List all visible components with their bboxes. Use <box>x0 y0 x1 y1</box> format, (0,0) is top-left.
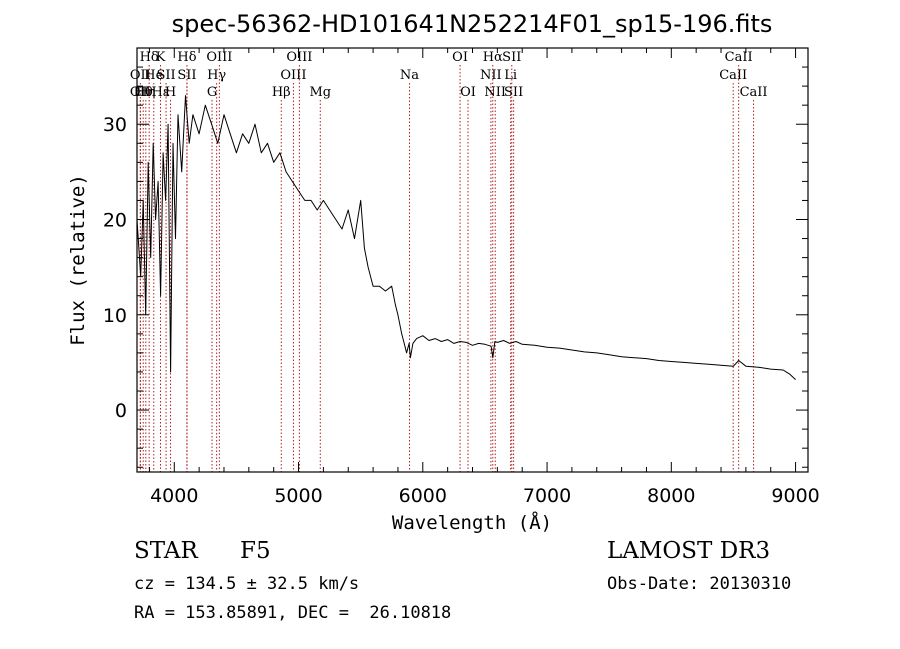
marker-label-19: Na <box>400 68 419 83</box>
axis-ticks: 4000 5000 6000 7000 8000 9000 0 10 20 30 <box>103 47 820 507</box>
y-tick-label-1: 10 <box>103 305 127 327</box>
marker-label-27: SII <box>504 85 523 100</box>
marker-label-20: OI <box>452 50 468 65</box>
marker-label-25: Li <box>504 68 517 83</box>
x-tick-label-3: 7000 <box>523 485 571 507</box>
coordinates: RA = 153.85891, DEC = 26.10818 <box>134 603 452 623</box>
marker-label-21: OI <box>460 85 476 100</box>
marker-label-16: OIII <box>280 68 306 83</box>
y-tick-label-2: 20 <box>103 210 127 232</box>
object-type: STAR <box>134 538 198 564</box>
marker-label-17: OIII <box>286 50 312 65</box>
chart-title: spec-56362-HD101641N252214F01_sp15-196.f… <box>172 10 773 38</box>
marker-label-10: Hδ <box>177 50 196 65</box>
marker-label-12: G <box>207 85 217 100</box>
marker-label-13: Hγ <box>207 68 226 83</box>
marker-label-29: CaII <box>725 50 753 65</box>
y-tick-label-3: 30 <box>103 114 127 136</box>
marker-label-26: SII <box>502 50 521 65</box>
survey-name: LAMOST DR3 <box>607 538 771 564</box>
marker-label-30: CaII <box>740 85 768 100</box>
x-tick-label-4: 8000 <box>647 485 695 507</box>
marker-label-24: NII <box>484 85 506 100</box>
marker-label-9: H <box>165 85 176 100</box>
line-markers: OIIOIIHθHηHδHeKHεSIIHHδSIIGHγOIIIHβOIIIO… <box>130 50 768 472</box>
marker-label-5: He <box>144 68 163 83</box>
x-tick-label-5: 9000 <box>771 485 819 507</box>
spectrum-line-spectrum <box>136 95 796 380</box>
marker-label-0: OII <box>130 68 151 83</box>
marker-label-15: Hβ <box>272 85 291 100</box>
plot-frame <box>136 47 809 473</box>
marker-label-18: Mg <box>309 85 331 100</box>
marker-label-2: Hθ <box>134 85 153 100</box>
x-tick-label-2: 6000 <box>399 485 447 507</box>
y-axis-label: Flux (relative) <box>67 174 89 346</box>
x-tick-label-0: 4000 <box>150 485 198 507</box>
redshift-cz: cz = 134.5 ± 32.5 km/s <box>134 574 360 594</box>
marker-label-14: OIII <box>206 50 232 65</box>
marker-label-23: Hα <box>483 50 503 65</box>
marker-label-8: SII <box>156 68 175 83</box>
object-subclass: F5 <box>240 538 271 564</box>
observation-date: Obs-Date: 20130310 <box>607 574 792 594</box>
plot-area <box>136 95 796 380</box>
marker-label-6: K <box>156 50 166 65</box>
x-tick-label-1: 5000 <box>274 485 322 507</box>
marker-label-28: CaII <box>719 68 747 83</box>
marker-label-22: NII <box>480 68 502 83</box>
marker-label-4: Hδ <box>140 50 159 65</box>
y-tick-label-0: 0 <box>115 400 127 422</box>
marker-label-1: OII <box>130 85 151 100</box>
marker-label-7: Hε <box>151 85 169 100</box>
marker-label-3: Hη <box>136 85 155 100</box>
x-axis-label: Wavelength (Å) <box>392 511 552 534</box>
marker-label-11: SII <box>177 68 196 83</box>
